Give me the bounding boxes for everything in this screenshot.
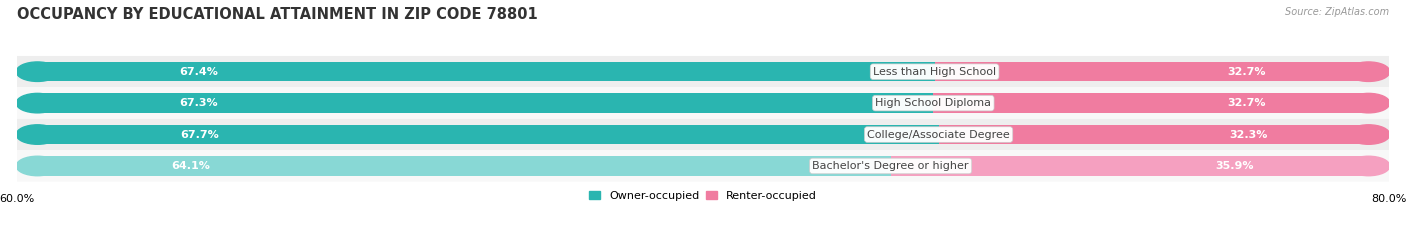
Text: 32.7%: 32.7% xyxy=(1227,98,1265,108)
Text: Source: ZipAtlas.com: Source: ZipAtlas.com xyxy=(1285,7,1389,17)
Circle shape xyxy=(17,62,59,81)
Circle shape xyxy=(1347,156,1389,176)
Text: College/Associate Degree: College/Associate Degree xyxy=(868,130,1010,140)
Text: 67.4%: 67.4% xyxy=(180,67,218,77)
Text: Less than High School: Less than High School xyxy=(873,67,997,77)
Text: 32.3%: 32.3% xyxy=(1229,130,1267,140)
Circle shape xyxy=(1347,125,1389,144)
Text: 32.7%: 32.7% xyxy=(1227,67,1267,77)
Text: 35.9%: 35.9% xyxy=(1216,161,1254,171)
Bar xyxy=(38,156,890,176)
Bar xyxy=(939,125,1368,144)
Circle shape xyxy=(17,93,59,113)
Circle shape xyxy=(1347,93,1389,113)
Bar xyxy=(890,156,1368,176)
Bar xyxy=(38,125,939,144)
FancyBboxPatch shape xyxy=(17,150,1389,182)
Legend: Owner-occupied, Renter-occupied: Owner-occupied, Renter-occupied xyxy=(585,186,821,205)
Bar xyxy=(935,62,1368,81)
Circle shape xyxy=(17,156,59,176)
Text: 67.3%: 67.3% xyxy=(180,98,218,108)
Bar xyxy=(38,62,935,81)
Text: High School Diploma: High School Diploma xyxy=(876,98,991,108)
Bar xyxy=(934,93,1368,113)
Text: Bachelor's Degree or higher: Bachelor's Degree or higher xyxy=(813,161,969,171)
Text: 64.1%: 64.1% xyxy=(172,161,211,171)
FancyBboxPatch shape xyxy=(17,119,1389,150)
Bar xyxy=(38,93,934,113)
Text: OCCUPANCY BY EDUCATIONAL ATTAINMENT IN ZIP CODE 78801: OCCUPANCY BY EDUCATIONAL ATTAINMENT IN Z… xyxy=(17,7,537,22)
FancyBboxPatch shape xyxy=(17,87,1389,119)
Circle shape xyxy=(17,125,59,144)
Circle shape xyxy=(1347,62,1389,81)
Text: 67.7%: 67.7% xyxy=(180,130,219,140)
FancyBboxPatch shape xyxy=(17,56,1389,87)
